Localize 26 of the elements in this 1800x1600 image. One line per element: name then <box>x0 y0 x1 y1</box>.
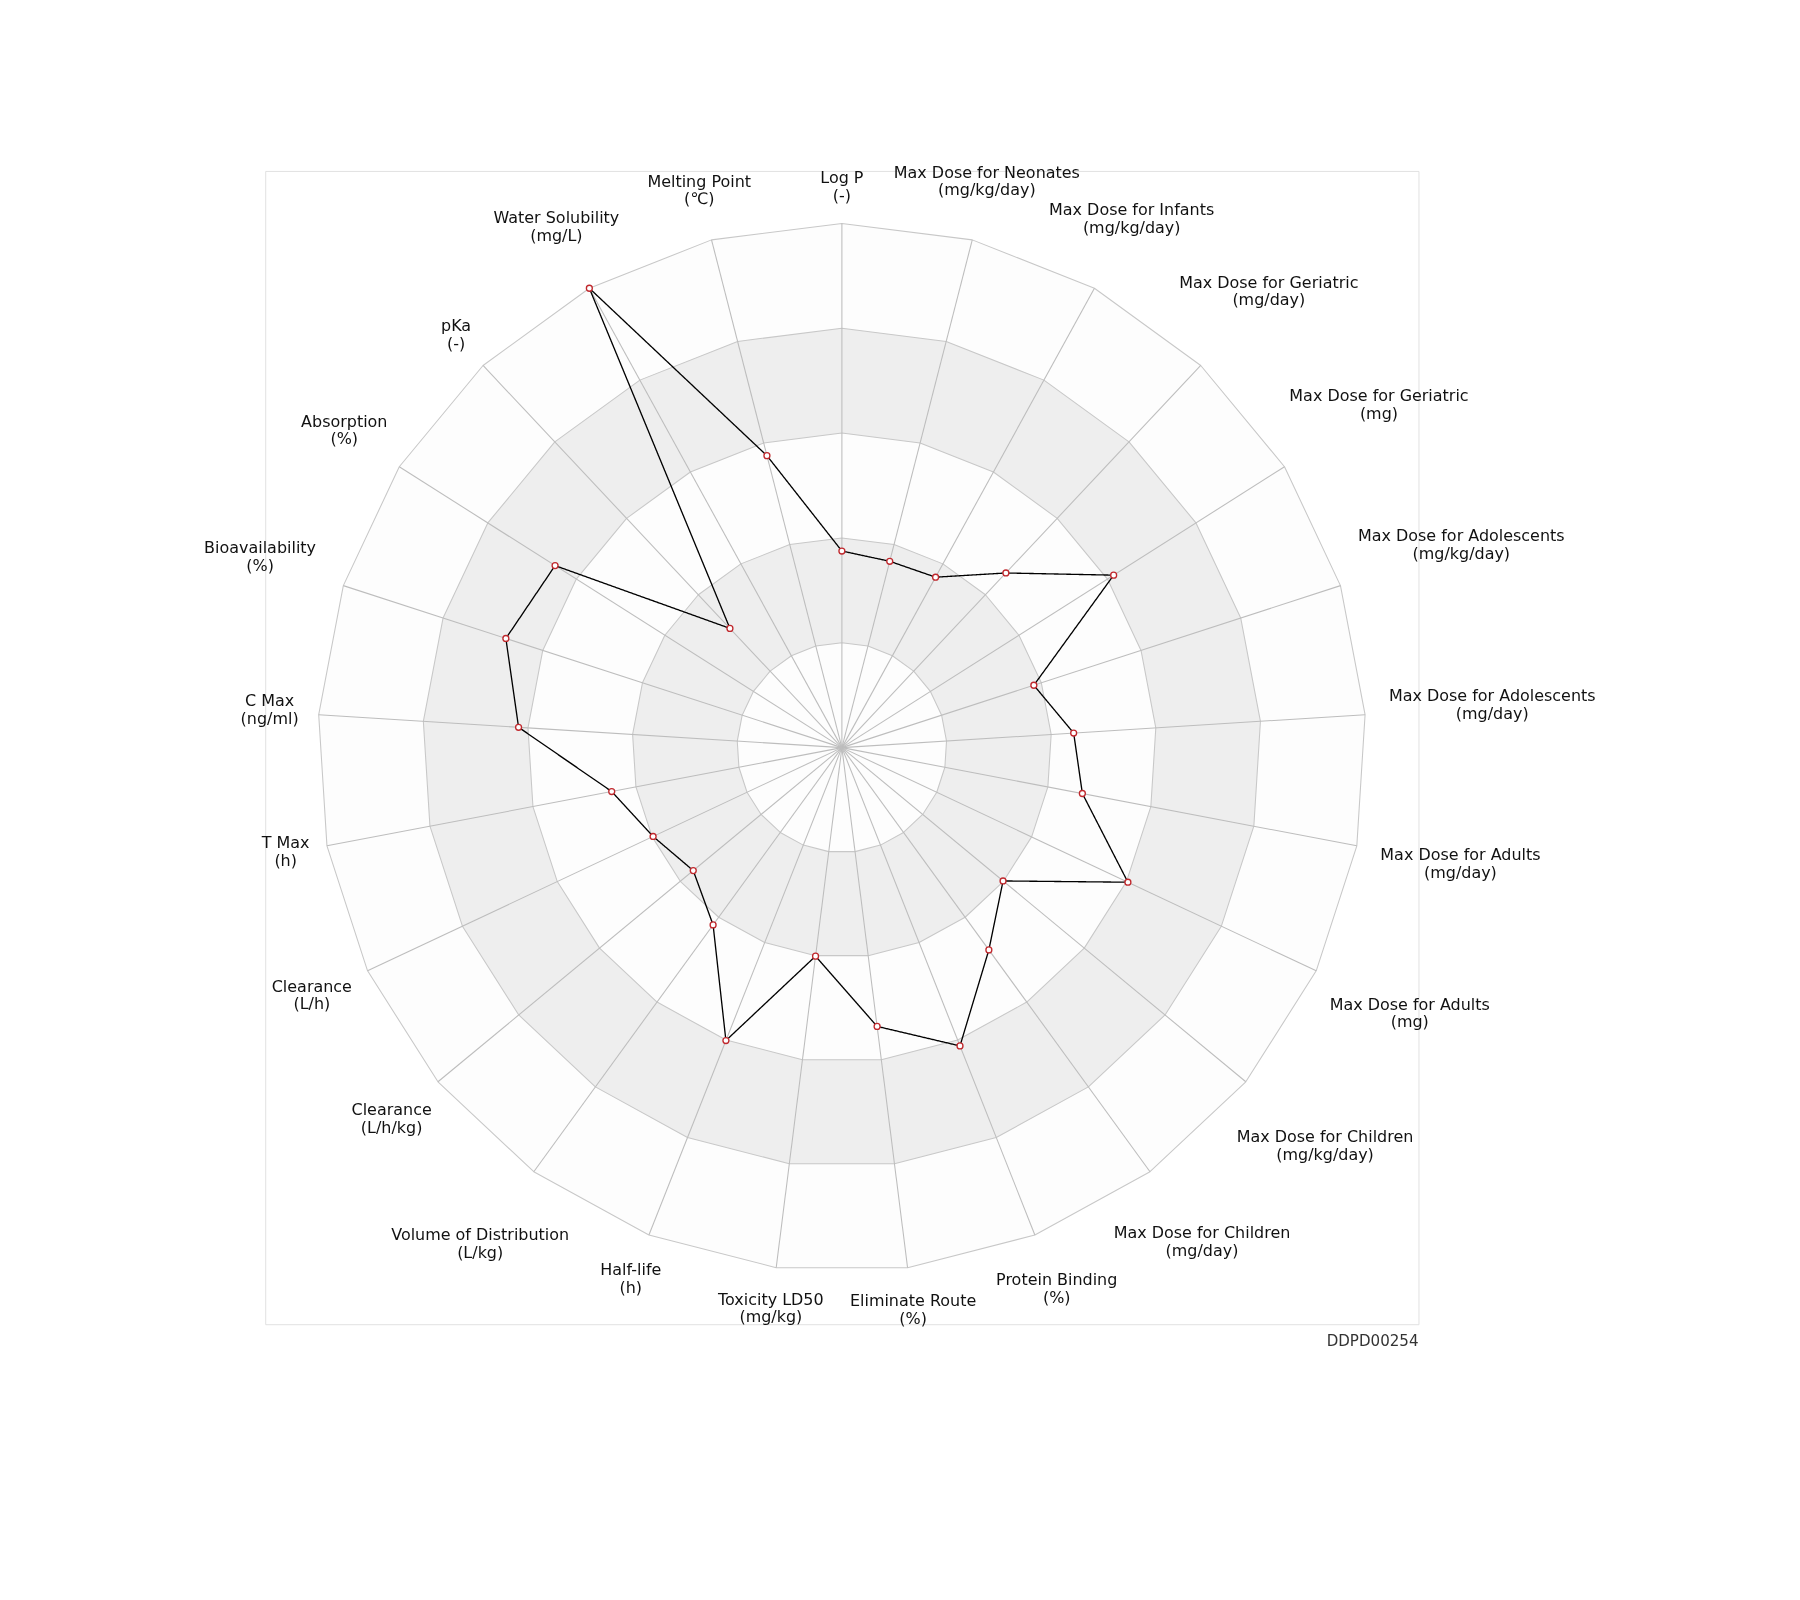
spoke-label: Water Solubility (mg/L) <box>493 207 620 245</box>
spoke-label: Protein Binding (%) <box>996 1269 1118 1307</box>
spoke-label: T Max (h) <box>260 833 310 871</box>
spoke-label: Max Dose for Children (mg/kg/day) <box>1236 1126 1414 1164</box>
spoke-label: Clearance (L/h) <box>271 976 352 1014</box>
spoke-label: C Max (ng/ml) <box>240 691 299 729</box>
spoke-label: Max Dose for Adolescents (mg/day) <box>1388 686 1596 724</box>
text: DDPD00254 <box>1326 1332 1419 1351</box>
spoke-label: Max Dose for Children (mg/day) <box>1113 1222 1291 1260</box>
spoke-label: Volume of Distribution (L/kg) <box>391 1225 570 1262</box>
spoke-label: Max Dose for Geriatric (mg) <box>1289 386 1469 424</box>
spoke-label: Half-life (h) <box>600 1260 662 1298</box>
spoke-label: Bioavailability (%) <box>204 538 316 575</box>
spoke-label: Eliminate Route (%) <box>849 1290 977 1328</box>
spoke-label: Max Dose for Adults (mg) <box>1329 994 1490 1032</box>
spoke-label: Max Dose for Neonates (mg/kg/day) <box>893 162 1080 200</box>
spoke-label: Max Dose for Adolescents (mg/kg/day) <box>1357 526 1565 563</box>
spoke-label: Absorption (%) <box>301 411 388 449</box>
spoke-label: Max Dose for Geriatric (mg/day) <box>1179 272 1359 310</box>
spoke-label: Melting Point (℃) <box>647 171 752 209</box>
spoke-label: Max Dose for Adults (mg/day) <box>1380 845 1541 883</box>
spoke-label: Max Dose for Infants (mg/kg/day) <box>1049 200 1215 237</box>
spoke-label: Toxicity LD50 (mg/kg) <box>717 1289 824 1327</box>
spoke-label: pKa (-) <box>441 316 472 354</box>
spoke-label: Clearance (L/h/kg) <box>351 1099 432 1137</box>
spoke-label: Log P (-) <box>820 167 864 205</box>
